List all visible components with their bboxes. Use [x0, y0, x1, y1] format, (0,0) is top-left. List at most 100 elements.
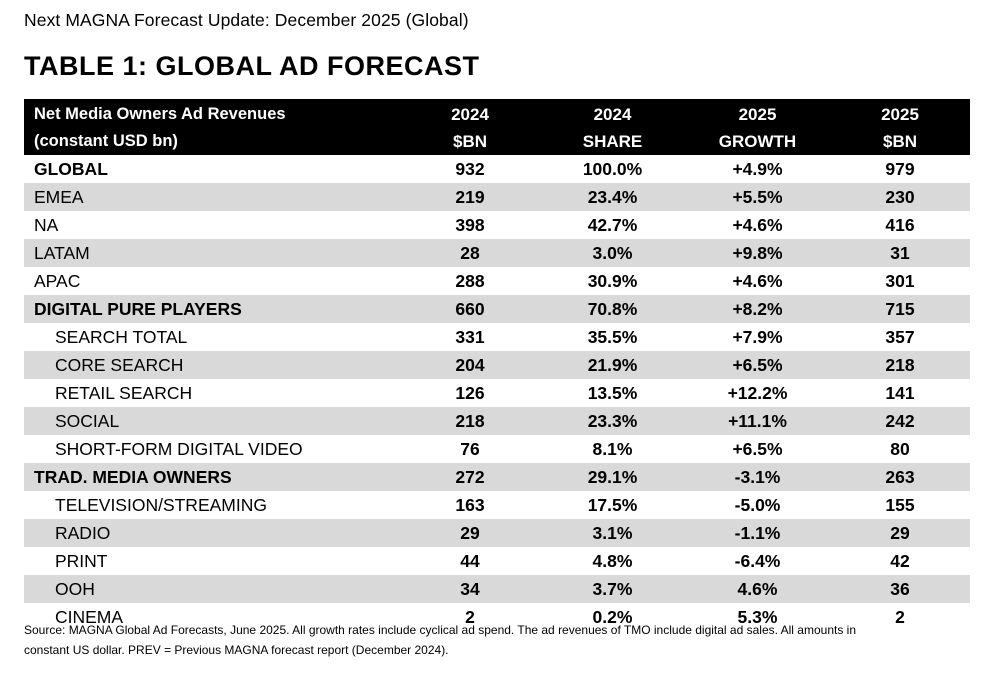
cell-2025-bn: 715 — [885, 299, 915, 319]
cell-2025-bn: 42 — [890, 551, 910, 571]
row-label: OOH — [55, 579, 95, 599]
cell-2025-growth: +12.2% — [727, 383, 788, 403]
table-row: CORE SEARCH 204 21.9% +6.5% 218 — [24, 351, 970, 379]
cell-2024-share: 23.3% — [587, 411, 638, 431]
table-row: LATAM 28 3.0% +9.8% 31 — [24, 239, 970, 267]
column-header-label-line1: Net Media Owners Ad Revenues — [34, 105, 286, 123]
cell-2024-share: 8.1% — [592, 439, 633, 459]
column-header-2024-share-unit: SHARE — [582, 132, 643, 151]
cell-2025-growth: -6.4% — [734, 551, 781, 571]
cell-2025-bn: 242 — [885, 411, 915, 431]
column-header-2024-bn-year: 2024 — [451, 105, 489, 124]
row-label: PRINT — [55, 551, 108, 571]
row-label: CINEMA — [55, 607, 124, 627]
cell-2025-growth: +9.8% — [732, 243, 783, 263]
cell-2024-share: 3.0% — [592, 243, 633, 263]
cell-2025-growth: +6.5% — [732, 355, 783, 375]
cell-2025-growth: +8.2% — [732, 299, 783, 319]
table-row: PRINT 44 4.8% -6.4% 42 — [24, 547, 970, 575]
cell-2025-bn: 263 — [885, 467, 915, 487]
source-footnote: Source: MAGNA Global Ad Forecasts, June … — [24, 621, 974, 660]
cell-2024-bn: 660 — [455, 299, 485, 319]
column-header-2025-growth-year: 2025 — [738, 105, 777, 124]
cell-2025-growth: +5.5% — [732, 187, 783, 207]
cell-2024-share: 3.1% — [592, 523, 633, 543]
cell-2024-share: 3.7% — [592, 579, 633, 599]
cell-2025-growth: +4.9% — [732, 159, 783, 179]
table-row: NA 398 42.7% +4.6% 416 — [24, 211, 970, 239]
cell-2024-share: 35.5% — [587, 327, 638, 347]
cell-2024-share: 13.5% — [587, 383, 638, 403]
cell-2024-share: 29.1% — [587, 467, 638, 487]
cell-2024-bn: 76 — [460, 439, 480, 459]
cell-2025-bn: 29 — [890, 523, 910, 543]
table-row: GLOBAL 932 100.0% +4.9% 979 — [24, 155, 970, 183]
cell-2025-bn: 301 — [885, 271, 915, 291]
table-row: SOCIAL 218 23.3% +11.1% 242 — [24, 407, 970, 435]
cell-2024-share: 100.0% — [582, 159, 643, 179]
column-header-2024-bn-unit: $BN — [452, 132, 487, 151]
cell-2024-share: 21.9% — [587, 355, 638, 375]
cell-2024-share: 17.5% — [587, 495, 638, 515]
cell-2025-bn: 155 — [885, 495, 915, 515]
cell-2025-growth: 5.3% — [737, 607, 778, 627]
cell-2024-bn: 331 — [455, 327, 485, 347]
cell-2024-bn: 2 — [465, 607, 475, 627]
cell-2024-bn: 398 — [455, 215, 485, 235]
row-label: SOCIAL — [55, 411, 120, 431]
cell-2024-bn: 218 — [455, 411, 485, 431]
row-label: TELEVISION/STREAMING — [55, 495, 267, 515]
table-row: RETAIL SEARCH 126 13.5% +12.2% 141 — [24, 379, 970, 407]
row-label: TRAD. MEDIA OWNERS — [34, 467, 232, 487]
row-label: LATAM — [34, 243, 90, 263]
cell-2025-growth: -3.1% — [734, 467, 781, 487]
cell-2025-growth: +11.1% — [728, 411, 787, 431]
cell-2025-bn: 230 — [885, 187, 915, 207]
cell-2024-share: 4.8% — [592, 551, 633, 571]
cell-2024-share: 70.8% — [587, 299, 638, 319]
cell-2025-growth: -5.0% — [734, 495, 781, 515]
footnote-line-1: Source: MAGNA Global Ad Forecasts, June … — [24, 623, 857, 637]
table-row: RADIO 29 3.1% -1.1% 29 — [24, 519, 970, 547]
table-row: TRAD. MEDIA OWNERS 272 29.1% -3.1% 263 — [24, 463, 970, 491]
cell-2025-bn: 357 — [885, 327, 915, 347]
column-header-2025-growth-unit: GROWTH — [718, 132, 797, 151]
column-header-label-line2: (constant USD bn) — [34, 132, 178, 150]
row-label: RETAIL SEARCH — [55, 383, 193, 403]
row-label: NA — [34, 215, 59, 235]
column-header-2024-share-year: 2024 — [593, 105, 632, 124]
cell-2025-bn: 2 — [895, 607, 905, 627]
row-label: SEARCH TOTAL — [55, 327, 188, 347]
cell-2024-share: 0.2% — [592, 607, 633, 627]
ad-forecast-table: Net Media Owners Ad Revenues 2024 2024 2… — [24, 99, 970, 631]
row-label: SHORT-FORM DIGITAL VIDEO — [55, 439, 303, 459]
row-label: CORE SEARCH — [55, 355, 184, 375]
table-row: TELEVISION/STREAMING 163 17.5% -5.0% 155 — [24, 491, 970, 519]
cell-2025-bn: 979 — [885, 159, 915, 179]
cell-2024-share: 42.7% — [587, 215, 638, 235]
table-header: Net Media Owners Ad Revenues 2024 2024 2… — [24, 99, 970, 155]
table-row: SEARCH TOTAL 331 35.5% +7.9% 357 — [24, 323, 970, 351]
cell-2025-growth: +6.5% — [732, 439, 783, 459]
cell-2024-share: 23.4% — [587, 187, 638, 207]
table-row: APAC 288 30.9% +4.6% 301 — [24, 267, 970, 295]
row-label: RADIO — [55, 523, 111, 543]
cell-2025-growth: +7.9% — [732, 327, 783, 347]
cell-2024-bn: 932 — [455, 159, 485, 179]
table-row: DIGITAL PURE PLAYERS 660 70.8% +8.2% 715 — [24, 295, 970, 323]
table-row: OOH 34 3.7% 4.6% 36 — [24, 575, 970, 603]
cell-2025-bn: 141 — [885, 383, 915, 403]
table-row: CINEMA 2 0.2% 5.3% 2 — [24, 603, 970, 631]
cell-2024-bn: 126 — [455, 383, 485, 403]
cell-2024-bn: 44 — [460, 551, 480, 571]
footnote-line-2: constant US dollar. PREV = Previous MAGN… — [24, 642, 449, 657]
row-label: APAC — [34, 271, 81, 291]
table-row: SHORT-FORM DIGITAL VIDEO 76 8.1% +6.5% 80 — [24, 435, 970, 463]
cell-2024-bn: 272 — [455, 467, 485, 487]
row-label: GLOBAL — [34, 159, 108, 179]
row-label: DIGITAL PURE PLAYERS — [34, 299, 242, 319]
cell-2025-bn: 218 — [885, 355, 915, 375]
cell-2024-bn: 29 — [460, 523, 480, 543]
report-subtitle: Next MAGNA Forecast Update: December 202… — [24, 10, 469, 30]
table-row: EMEA 219 23.4% +5.5% 230 — [24, 183, 970, 211]
